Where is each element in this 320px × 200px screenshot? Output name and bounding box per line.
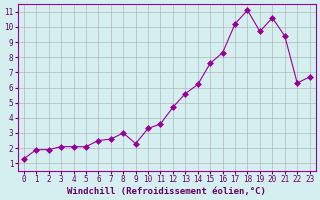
X-axis label: Windchill (Refroidissement éolien,°C): Windchill (Refroidissement éolien,°C)	[67, 187, 266, 196]
